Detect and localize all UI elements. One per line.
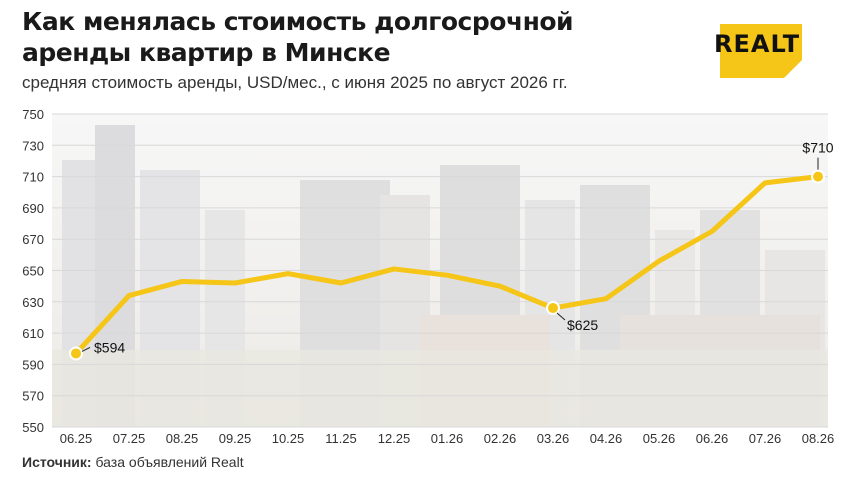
- x-tick-label: 09.25: [219, 431, 252, 446]
- y-tick-label: 670: [22, 232, 44, 247]
- y-tick-label: 730: [22, 138, 44, 153]
- data-points: [69, 169, 825, 361]
- x-tick-label: 08.25: [166, 431, 199, 446]
- annotations: $594 $625 $710: [81, 140, 834, 355]
- y-axis-ticks: 550 570 590 610 630 650 670 690 710 730 750: [22, 107, 44, 435]
- series-line-path: [73, 174, 821, 356]
- annotation-leader: [556, 312, 566, 321]
- x-axis-ticks: 06.25 07.25 08.25 09.25 10.25 11.25 12.25 01.26…: [60, 431, 835, 446]
- x-tick-label: 06.25: [60, 431, 93, 446]
- data-label: $625: [567, 317, 598, 333]
- x-tick-label: 11.25: [325, 431, 357, 446]
- chart-subtitle: средняя стоимость аренды, USD/мес., с ию…: [22, 73, 568, 92]
- x-tick-label: 03.26: [537, 431, 570, 446]
- series-line: [73, 174, 821, 356]
- realt-logo: [720, 24, 802, 78]
- y-tick-label: 750: [22, 107, 44, 122]
- x-tick-label: 04.26: [590, 431, 623, 446]
- data-point-marker: [546, 301, 560, 316]
- data-point-marker: [811, 169, 825, 184]
- data-label: $710: [802, 140, 833, 156]
- annotation-leader: [81, 346, 91, 352]
- y-tick-label: 590: [22, 357, 44, 372]
- y-tick-label: 650: [22, 264, 44, 279]
- y-tick-label: 690: [22, 201, 44, 216]
- y-tick-label: 610: [22, 326, 44, 341]
- y-tick-label: 550: [22, 420, 44, 435]
- y-tick-label: 570: [22, 389, 44, 404]
- x-tick-label: 08.26: [802, 431, 835, 446]
- source-text: база объявлений Realt: [91, 454, 244, 470]
- x-tick-label: 07.25: [113, 431, 146, 446]
- chart-title: Как менялась стоимость долгосрочной арен…: [22, 7, 574, 67]
- source-note: Источник: база объявлений Realt: [22, 454, 244, 470]
- y-tick-label: 710: [22, 170, 44, 185]
- realt-logo-text: REALT: [714, 30, 801, 58]
- source-label: Источник:: [22, 454, 92, 470]
- x-tick-label: 12.25: [378, 431, 411, 446]
- x-tick-label: 10.25: [272, 431, 305, 446]
- data-point-marker: [69, 346, 83, 361]
- grid-lines: [52, 113, 828, 428]
- data-label: $594: [94, 339, 125, 355]
- y-tick-label: 630: [22, 295, 44, 310]
- x-tick-label: 05.26: [643, 431, 676, 446]
- x-tick-label: 06.26: [696, 431, 729, 446]
- x-tick-label: 01.26: [431, 431, 464, 446]
- x-tick-label: 02.26: [484, 431, 517, 446]
- x-tick-label: 07.26: [749, 431, 782, 446]
